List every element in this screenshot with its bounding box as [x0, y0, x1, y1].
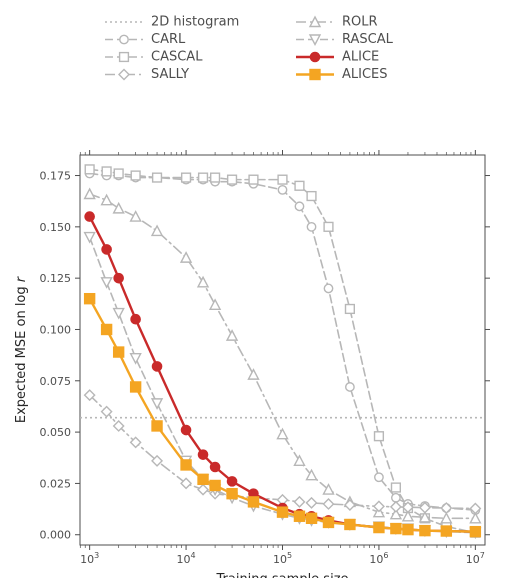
legend-item: ALICES — [296, 67, 388, 82]
x-axis-label: Training sample size — [215, 572, 348, 578]
legend-label: SALLY — [151, 67, 189, 82]
ytick-label: 0.000 — [40, 529, 72, 542]
legend-item: ALICE — [296, 50, 379, 65]
y-axis-label: Expected MSE on log r — [14, 275, 29, 423]
legend-item: CARL — [105, 32, 186, 47]
legend-label: ROLR — [342, 15, 378, 30]
legend-label: RASCAL — [342, 32, 394, 47]
legend-item: CASCAL — [105, 50, 203, 65]
series-line — [90, 194, 476, 518]
ytick-label: 0.075 — [40, 375, 72, 388]
ytick-label: 0.150 — [40, 221, 72, 234]
legend-label: 2D histogram — [151, 15, 239, 30]
xtick-label: 105 — [273, 551, 292, 566]
ytick-label: 0.050 — [40, 426, 72, 439]
legend-item: RASCAL — [296, 32, 394, 47]
series-rascal — [85, 233, 481, 538]
series-line — [90, 395, 476, 508]
xtick-label: 103 — [80, 551, 99, 566]
plot-series-group — [80, 165, 485, 538]
ytick-label: 0.025 — [40, 477, 72, 490]
legend-label: CASCAL — [151, 50, 203, 65]
xtick-label: 107 — [466, 551, 485, 566]
xtick-label: 106 — [369, 551, 388, 566]
legend-item: ROLR — [296, 15, 378, 30]
series-cascal — [85, 165, 480, 537]
series-line — [90, 237, 476, 533]
ytick-label: 0.125 — [40, 272, 72, 285]
xtick-label: 104 — [177, 551, 196, 566]
plot-area — [80, 155, 485, 545]
series-sally — [85, 390, 481, 513]
chart-root: 0.000 0.025 0.050 0.075 0.100 0.125 0.150 0.175… — [0, 0, 512, 578]
ytick-label: 0.175 — [40, 170, 72, 183]
legend-label: ALICE — [342, 50, 379, 65]
legend-item: 2D histogram — [105, 15, 239, 30]
series-line — [90, 217, 476, 532]
legend-item: SALLY — [105, 67, 189, 82]
ytick-label: 0.100 — [40, 323, 72, 336]
legend-label: ALICES — [342, 67, 388, 82]
series-alice — [85, 212, 480, 536]
series-rolr — [85, 189, 481, 523]
legend-label: CARL — [151, 32, 186, 47]
